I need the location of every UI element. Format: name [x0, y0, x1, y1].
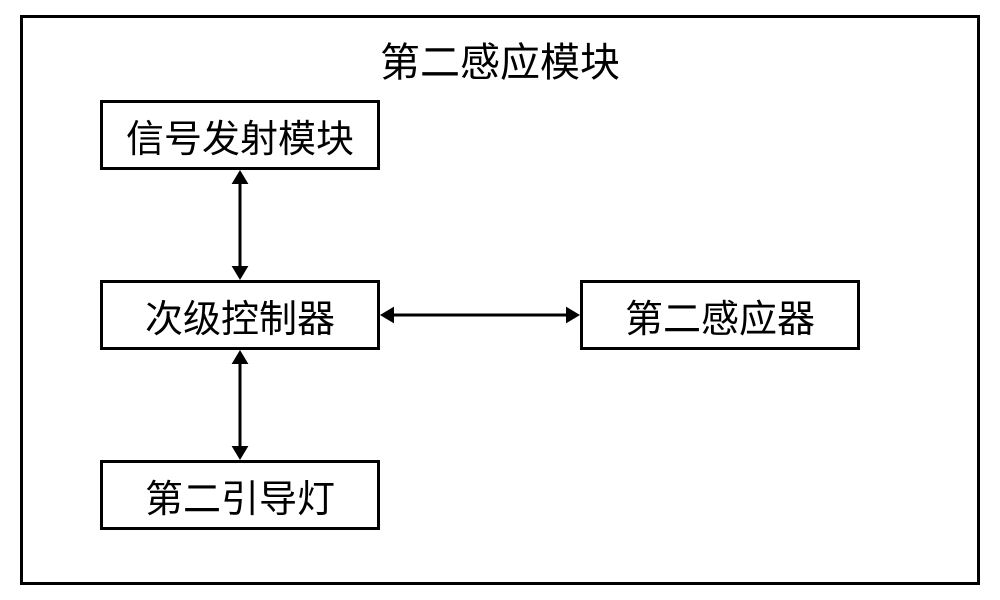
node-guide-light: 第二引导灯 [100, 460, 380, 530]
diagram-canvas: 第二感应模块 信号发射模块 次级控制器 第二引导灯 第二感应器 [0, 0, 1000, 600]
node-sub-ctrl: 次级控制器 [100, 280, 380, 350]
node-sensor2: 第二感应器 [580, 280, 860, 350]
node-signal-tx-label: 信号发射模块 [126, 108, 354, 163]
node-sub-ctrl-label: 次级控制器 [145, 288, 335, 343]
node-guide-light-label: 第二引导灯 [145, 468, 335, 523]
node-sensor2-label: 第二感应器 [625, 288, 815, 343]
diagram-title: 第二感应模块 [330, 30, 670, 80]
node-signal-tx: 信号发射模块 [100, 100, 380, 170]
